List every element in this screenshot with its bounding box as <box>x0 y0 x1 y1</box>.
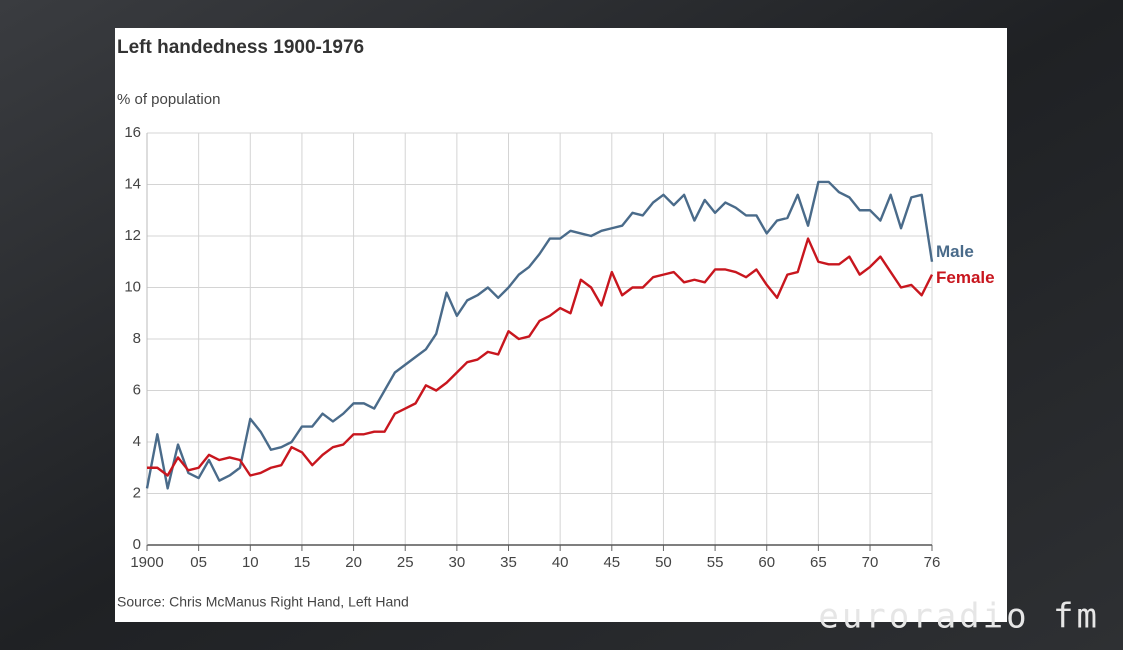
x-tick-label: 20 <box>345 554 362 571</box>
x-tick-label: 30 <box>449 554 466 571</box>
x-tick-label: 40 <box>552 554 569 571</box>
y-tick-label: 12 <box>124 227 141 244</box>
x-tick-label: 25 <box>397 554 414 571</box>
y-tick-label: 0 <box>133 536 141 553</box>
y-tick-label: 16 <box>124 124 141 141</box>
legend-label: Female <box>936 268 995 287</box>
plot-area: 0 2 4 6 8 10 12 14 16 1900 05 10 15 20 25 30 35 40 45 50 55 6… <box>124 124 994 571</box>
x-tick-label: 50 <box>655 554 672 571</box>
x-tick-label: 1900 <box>130 554 163 571</box>
line-series <box>147 237 934 477</box>
y-tick-label: 2 <box>133 484 141 501</box>
y-tick-label: 10 <box>124 278 141 295</box>
chart-title: Left handedness 1900-1976 <box>117 37 364 58</box>
y-axis-label: % of population <box>117 91 220 108</box>
x-tick-label: 35 <box>500 554 517 571</box>
y-tick-label: 8 <box>133 330 141 347</box>
y-tick-label: 6 <box>133 381 141 398</box>
x-tick-label: 10 <box>242 554 259 571</box>
watermark: euroradio fm <box>818 597 1100 637</box>
line-series <box>145 180 934 490</box>
legend-label: Male <box>936 242 974 261</box>
x-tick-label: 70 <box>862 554 879 571</box>
y-tick-label: 14 <box>124 175 141 192</box>
y-tick-label: 4 <box>133 433 141 450</box>
chart-card <box>115 28 1007 622</box>
x-tick-label: 65 <box>810 554 827 571</box>
x-tick-label: 76 <box>924 554 941 571</box>
x-tick-label: 60 <box>758 554 775 571</box>
x-tick-label: 45 <box>603 554 620 571</box>
x-tick-label: 15 <box>294 554 311 571</box>
x-tick-label: 55 <box>707 554 724 571</box>
source: Source: Chris McManus Right Hand, Left H… <box>117 594 409 610</box>
x-tick-label: 05 <box>190 554 207 571</box>
